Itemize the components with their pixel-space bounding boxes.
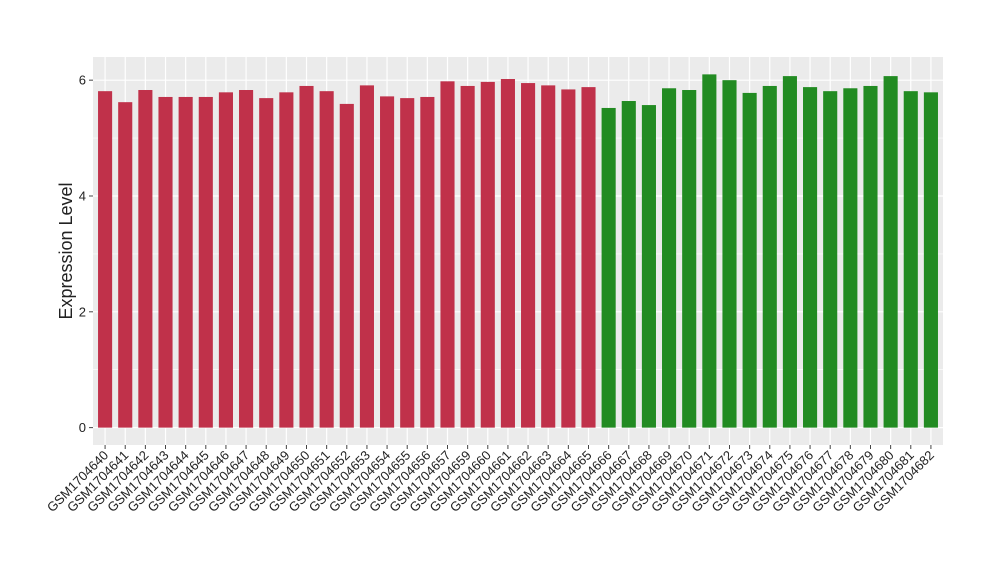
bar (541, 85, 556, 428)
bar (601, 107, 616, 428)
bar (500, 79, 515, 428)
y-tick-label: 4 (79, 188, 86, 203)
bar (279, 92, 294, 428)
bar (662, 88, 677, 428)
bar (803, 87, 818, 428)
bar (359, 85, 374, 428)
bar (702, 74, 717, 428)
y-axis-label: Expression Level (56, 182, 76, 319)
bar (863, 85, 878, 428)
panel (93, 57, 943, 445)
bar (641, 105, 656, 428)
bar (339, 103, 354, 428)
bar (581, 87, 596, 428)
bar (762, 85, 777, 428)
bar (158, 96, 173, 428)
bar (883, 76, 898, 428)
bar (198, 96, 213, 428)
bar (259, 98, 274, 428)
bar (823, 91, 838, 428)
bar (98, 91, 113, 428)
bar (400, 98, 415, 428)
bar (118, 102, 133, 428)
bar (239, 90, 254, 428)
bar (923, 92, 938, 428)
bar (561, 89, 576, 428)
y-tick-label: 6 (79, 73, 86, 88)
bar (218, 92, 233, 428)
bar (420, 96, 435, 428)
bar (843, 88, 858, 428)
bar (521, 83, 536, 428)
bar (480, 81, 495, 428)
bar (380, 96, 395, 428)
bar (319, 91, 334, 428)
bar (460, 85, 475, 428)
y-tick-label: 2 (79, 304, 86, 319)
bar (299, 85, 314, 428)
bar (440, 81, 455, 428)
bar (682, 90, 697, 428)
bar (903, 91, 918, 428)
bar (178, 96, 193, 428)
bar (722, 80, 737, 428)
bar (782, 76, 797, 428)
bar (742, 92, 757, 428)
y-tick-label: 0 (79, 420, 86, 435)
bar (621, 101, 636, 428)
bar (138, 90, 153, 428)
